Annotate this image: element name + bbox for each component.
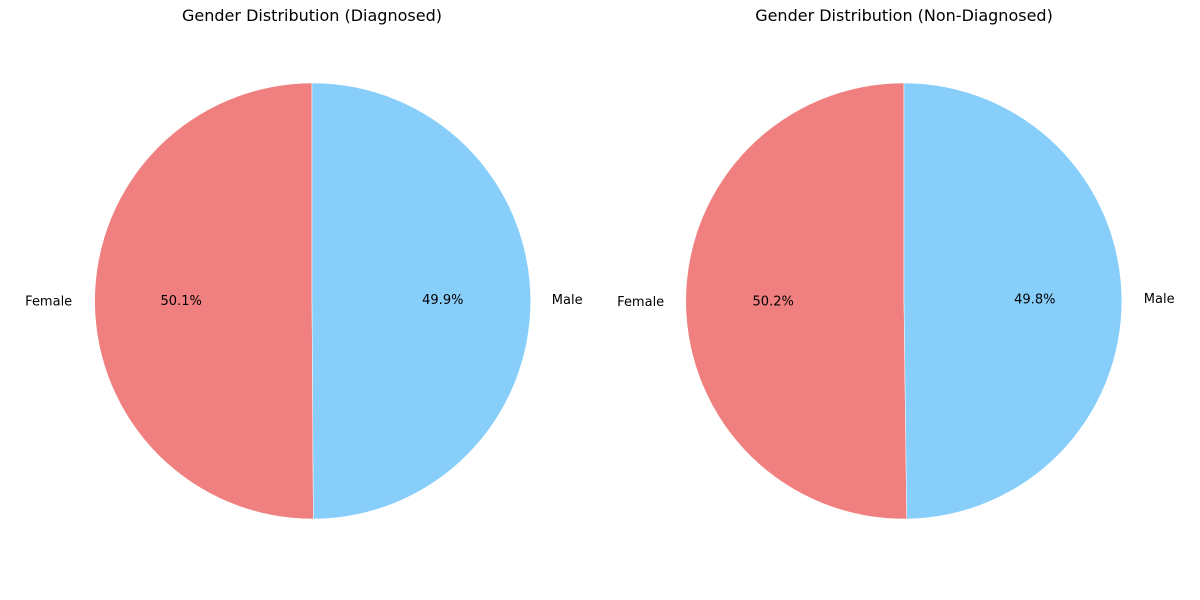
pct-label-male: 49.9% [422,293,463,308]
slice-label-male: Male [552,293,583,308]
pct-label-male: 49.8% [1014,293,1055,308]
pie-slice-male [903,82,1123,520]
pie-slice-female [94,82,314,520]
pie-chart-non-diagnosed: Gender Distribution (Non-Diagnosed) Fema… [617,6,1175,520]
pie-slice-female [685,82,907,520]
chart-title: Gender Distribution (Non-Diagnosed) [755,6,1053,25]
slice-label-female: Female [617,295,664,310]
pie-slice-male [311,82,531,520]
slice-label-female: Female [25,294,72,309]
pct-label-female: 50.2% [753,294,794,309]
pie-chart-diagnosed: Gender Distribution (Diagnosed) Female 50… [25,6,583,520]
slice-label-male: Male [1144,292,1175,307]
chart-title: Gender Distribution (Diagnosed) [182,6,442,25]
pct-label-female: 50.1% [161,294,202,309]
